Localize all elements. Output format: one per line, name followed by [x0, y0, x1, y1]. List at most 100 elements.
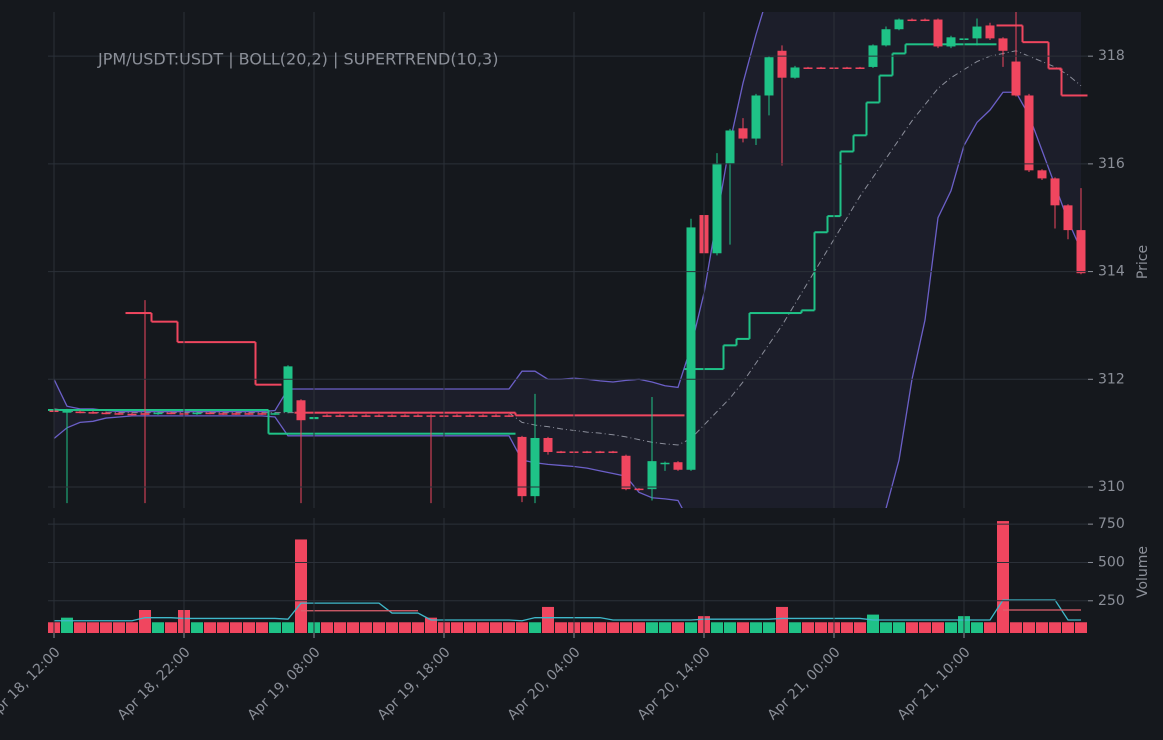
candle-body — [140, 413, 150, 415]
volume-bar — [1010, 622, 1022, 633]
volume-bar — [867, 614, 879, 633]
candle-body — [296, 400, 306, 421]
volume-bar — [334, 622, 346, 633]
volume-bar — [269, 622, 281, 633]
candle-body — [322, 415, 332, 417]
candle-body — [1076, 230, 1086, 274]
candle-body — [998, 38, 1008, 51]
volume-bar — [217, 622, 229, 633]
volume-bar — [74, 622, 86, 633]
volume-bar — [620, 622, 632, 633]
candle-body — [894, 19, 904, 30]
candle-body — [114, 413, 124, 415]
volume-bar — [321, 622, 333, 633]
candle-body — [491, 415, 501, 417]
candle-body — [634, 488, 644, 491]
volume-bar — [100, 622, 112, 633]
candle-body — [101, 412, 111, 415]
volume-bar — [126, 622, 138, 633]
candle-body — [426, 415, 436, 417]
candle-body — [127, 413, 137, 416]
volume-bar — [1062, 622, 1074, 633]
volume-bar — [61, 617, 73, 633]
candle-body — [283, 366, 293, 413]
candle-body — [348, 415, 358, 417]
candle-body — [75, 411, 85, 414]
volume-bar — [802, 622, 814, 633]
candle-body — [816, 67, 826, 69]
volume-line — [54, 599, 1081, 622]
volume-bar — [191, 622, 203, 633]
volume-bar — [906, 622, 918, 633]
volume-bar — [542, 606, 554, 633]
volume-bar — [295, 539, 307, 633]
volume-bar — [1036, 622, 1048, 633]
volume-bar — [399, 622, 411, 633]
candle-body — [452, 415, 462, 417]
chart-title: JPM/USDT:USDT | BOLL(20,2) | SUPERTREND(… — [97, 50, 498, 69]
volume-bar — [1075, 622, 1087, 633]
candle-body — [803, 67, 813, 69]
volume-bar — [672, 622, 684, 633]
y-tick-label: 312 — [1098, 371, 1125, 387]
y-axis-label: Price — [1135, 245, 1151, 279]
volume-bar — [581, 622, 593, 633]
candle-body — [907, 19, 917, 22]
volume-bar — [893, 622, 905, 633]
candle-body — [686, 227, 696, 470]
candle-body — [62, 410, 72, 413]
candle-body — [257, 413, 267, 415]
y-tick-label: 250 — [1098, 593, 1125, 609]
candle-body — [946, 37, 956, 47]
candle-body — [1024, 95, 1034, 171]
y-tick-label: 500 — [1098, 554, 1125, 570]
volume-bar — [633, 622, 645, 633]
candle-body — [387, 415, 397, 417]
candle-body — [972, 26, 982, 39]
volume-axis-label: Volume — [1135, 546, 1151, 598]
volume-bar — [1049, 622, 1061, 633]
y-tick-label: 310 — [1098, 479, 1125, 495]
volume-bar — [256, 622, 268, 633]
candle-body — [192, 412, 202, 415]
volume-bar — [243, 622, 255, 633]
volume-bar — [841, 622, 853, 633]
volume-bar — [152, 622, 164, 633]
candle-body — [673, 462, 683, 470]
volume-bar — [789, 622, 801, 633]
volume-bar — [763, 622, 775, 633]
volume-bar — [516, 622, 528, 633]
volume-bar — [854, 622, 866, 633]
candle-body — [660, 462, 670, 465]
candle-body — [166, 412, 176, 415]
candle-body — [205, 412, 215, 415]
candle-body — [1011, 61, 1021, 96]
y-tick-label: 318 — [1098, 48, 1125, 64]
volume-bar — [737, 622, 749, 633]
volume-bar — [451, 622, 463, 633]
volume-bar — [87, 622, 99, 633]
y-tick-label: 316 — [1098, 156, 1125, 172]
bollinger-lower — [53, 91, 1082, 508]
volume-bar — [815, 622, 827, 633]
volume-bar — [724, 622, 736, 633]
volume-bar — [776, 606, 788, 633]
volume-bar — [412, 622, 424, 633]
candle-body — [361, 415, 371, 417]
y-tick-label: 750 — [1098, 516, 1125, 532]
candle-body — [855, 67, 865, 69]
volume-bar — [919, 622, 931, 633]
candle-body — [517, 436, 527, 497]
volume-bar — [750, 622, 762, 633]
y-tick-label: 314 — [1098, 264, 1125, 280]
volume-bar — [347, 622, 359, 633]
volume-bar — [503, 622, 515, 633]
bollinger-fill — [54, 12, 1081, 508]
candle-body — [920, 19, 930, 22]
volume-bar — [230, 622, 242, 633]
candle-body — [218, 413, 228, 415]
candle-body — [621, 455, 631, 490]
candle-body — [595, 451, 605, 453]
candle-body — [712, 163, 722, 254]
volume-bar — [594, 622, 606, 633]
